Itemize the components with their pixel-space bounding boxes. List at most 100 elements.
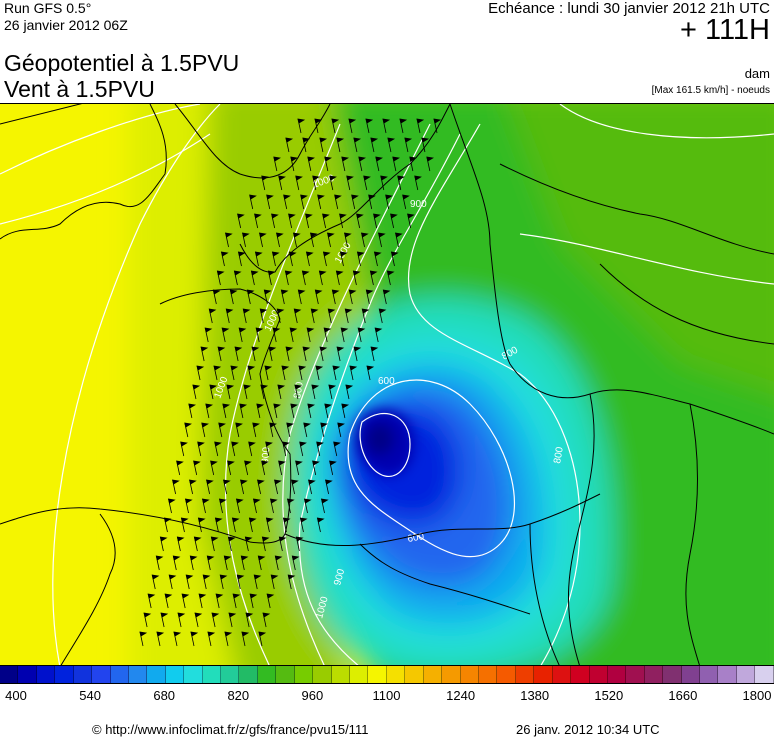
- wind-barb-flag: [344, 232, 352, 238]
- wind-barb-flag: [312, 175, 320, 181]
- contour-label: 600: [407, 531, 426, 545]
- unit-label: dam: [744, 66, 770, 81]
- wind-barb-flag: [345, 384, 354, 390]
- wind-barb-flag: [249, 194, 257, 200]
- wind-barb-flag: [341, 156, 349, 162]
- wind-barb-flag: [216, 270, 225, 276]
- wind-barb-flag: [363, 175, 371, 181]
- wind-barb-flag: [151, 574, 160, 580]
- wind-barb-flag: [205, 403, 214, 409]
- legend-tick-label: 1800: [742, 688, 772, 703]
- wind-barb-flag: [339, 213, 347, 219]
- wind-barb-flag: [269, 422, 277, 428]
- legend-swatch: [405, 666, 424, 683]
- wind-barb-flag: [386, 270, 395, 276]
- wind-barb-flag: [181, 593, 190, 599]
- legend-swatch: [515, 666, 535, 683]
- wind-barb-flag: [231, 441, 239, 447]
- wind-barb-flag: [291, 555, 300, 561]
- wind-barb-flag: [365, 289, 374, 295]
- wind-barb-flag: [256, 403, 265, 409]
- wind-barb-flag: [385, 194, 393, 200]
- wind-barb-flag: [193, 536, 202, 542]
- wind-barb-flag: [227, 460, 235, 466]
- legend-swatch: [571, 666, 590, 683]
- wind-barb-flag: [143, 612, 152, 618]
- wind-barb-flag: [407, 213, 415, 219]
- wind-barb-flag: [346, 175, 354, 181]
- wind-barb-flag: [339, 251, 348, 257]
- wind-barbs: [139, 118, 442, 647]
- wind-barb-flag: [271, 251, 280, 257]
- legend-tick-label: 1100: [372, 688, 401, 703]
- wind-barb-flag: [254, 251, 263, 257]
- wind-barb-flag: [308, 479, 316, 485]
- wind-barb-flag: [315, 365, 324, 371]
- wind-barb-flag: [218, 498, 227, 504]
- wind-barb-flag: [353, 137, 362, 143]
- wind-barb-flag: [397, 175, 405, 181]
- wind-barb-flag: [358, 156, 366, 162]
- legend-swatch: [497, 666, 516, 683]
- wind-barb-flag: [223, 479, 231, 485]
- wind-barb-flag: [337, 422, 345, 428]
- wind-barb-flag: [336, 346, 345, 352]
- wind-barb-flag: [278, 175, 286, 181]
- wind-barb-flag: [268, 346, 277, 352]
- wind-barb-flag: [250, 270, 259, 276]
- wind-barb-flag: [421, 137, 430, 143]
- wind-barb-flag: [356, 213, 364, 219]
- wind-barb-flag: [335, 270, 344, 276]
- wind-barb-flag: [267, 270, 276, 276]
- wind-barb-flag: [243, 384, 252, 390]
- wind-barb-flag: [433, 118, 442, 124]
- legend-swatch: [128, 666, 148, 683]
- wind-barb-flag: [409, 156, 417, 162]
- wind-barb-flag: [139, 631, 148, 637]
- legend-swatch: [350, 666, 369, 683]
- wind-barb-flag: [280, 289, 289, 295]
- wind-barb-flag: [252, 498, 261, 504]
- wind-barb-flag: [334, 194, 342, 200]
- wind-barb-flag: [172, 555, 181, 561]
- wind-barb-flag: [374, 327, 383, 333]
- legend-swatch: [700, 666, 719, 683]
- legend-swatch: [73, 666, 93, 683]
- wind-barb-flag: [244, 536, 253, 542]
- legend-tick-label: 820: [227, 688, 250, 703]
- wind-barb-flag: [207, 631, 216, 637]
- legend-swatch: [221, 666, 240, 683]
- wind-barb-flag: [163, 517, 172, 523]
- wind-barb-flag: [263, 289, 272, 295]
- wind-barb-flag: [273, 156, 281, 162]
- wind-barb-flag: [235, 422, 243, 428]
- wind-barb-flag: [238, 327, 247, 333]
- wind-barb-flag: [322, 213, 330, 219]
- wind-barb-flag: [356, 251, 365, 257]
- wind-barb-flag: [208, 308, 217, 314]
- run-title: Run GFS 0.5°: [4, 0, 92, 16]
- wind-barb-flag: [344, 308, 353, 314]
- wind-barb-flag: [318, 270, 327, 276]
- wind-barb-flag: [185, 574, 194, 580]
- wind-barb-flag: [404, 137, 413, 143]
- legend-swatch: [36, 666, 56, 683]
- wind-barb-flag: [289, 327, 298, 333]
- wind-barb-flag: [218, 422, 226, 428]
- wind-barb-flag: [246, 289, 255, 295]
- wind-barb-flag: [241, 631, 250, 637]
- wind-barb-flag: [219, 574, 228, 580]
- wind-barb-flag: [270, 574, 279, 580]
- wind-barb-flag: [320, 498, 329, 504]
- legend-swatch: [626, 666, 645, 683]
- wind-barb-flag: [305, 213, 313, 219]
- wind-barb-flag: [306, 327, 315, 333]
- wind-barb-flag: [365, 118, 374, 124]
- legend-swatch: [681, 666, 701, 683]
- wind-barb-flag: [253, 574, 262, 580]
- wind-barb-flag: [310, 308, 319, 314]
- wind-barb-flag: [387, 137, 396, 143]
- wind-barb-flag: [285, 346, 294, 352]
- wind-barb-flag: [201, 498, 210, 504]
- wind-barb-flag: [416, 118, 425, 124]
